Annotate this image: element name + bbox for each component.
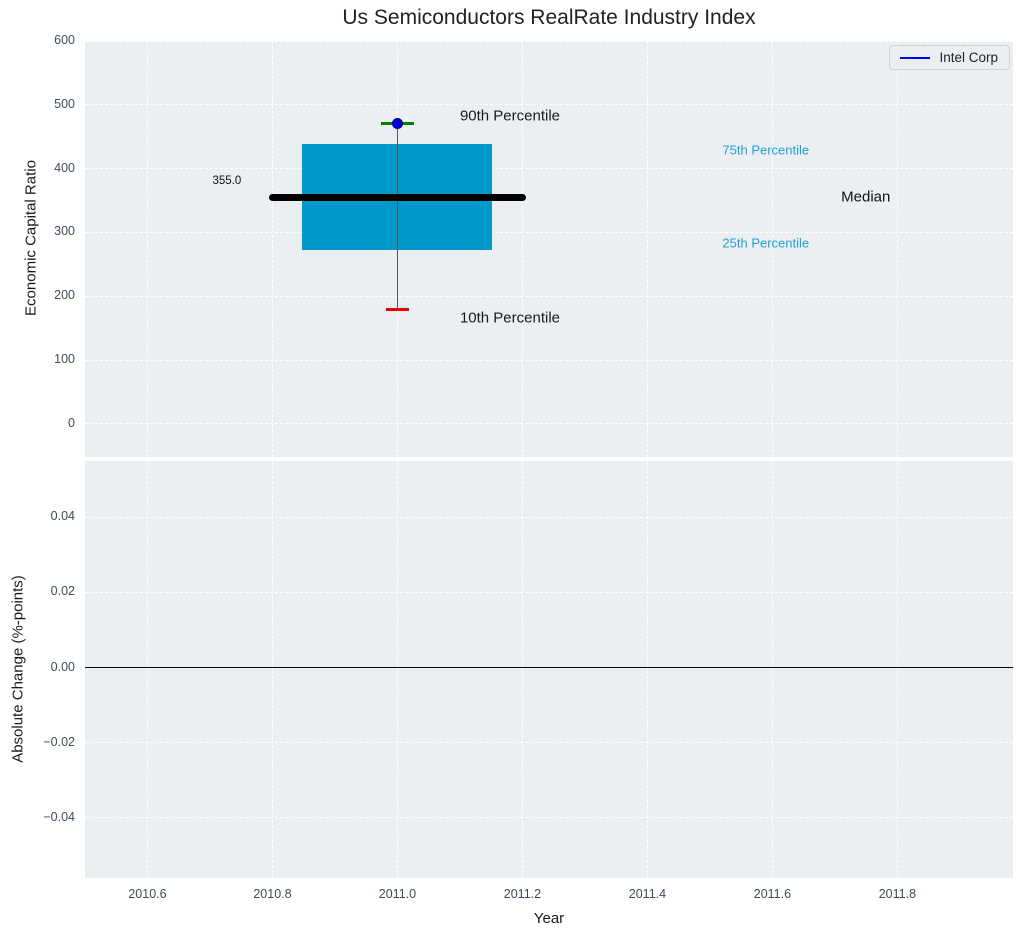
x-axis-label: Year bbox=[533, 910, 565, 927]
grid-line-vertical bbox=[271, 461, 273, 878]
y-tick-label: 400 bbox=[54, 160, 75, 175]
grid-line-vertical bbox=[771, 41, 773, 457]
annotation-10th-percentile: 10th Percentile bbox=[459, 309, 561, 327]
x-tick-label: 2011.6 bbox=[753, 887, 792, 901]
y-tick-label: −0.04 bbox=[43, 809, 75, 824]
grid-line-horizontal bbox=[85, 817, 1013, 819]
y-tick-label: 300 bbox=[54, 224, 75, 239]
y-tick-label: 600 bbox=[54, 33, 75, 47]
x-tick-label: 2011.0 bbox=[378, 887, 417, 901]
grid-line-vertical bbox=[896, 461, 898, 878]
annotation-355-0: 355.0 bbox=[212, 174, 242, 187]
grid-line-vertical bbox=[146, 461, 148, 878]
y-tick-label: 100 bbox=[54, 352, 75, 367]
x-tick-label: 2011.8 bbox=[878, 887, 917, 901]
legend-label: Intel Corp bbox=[939, 50, 998, 65]
annotation-75th-percentile: 75th Percentile bbox=[722, 142, 810, 158]
grid-line-horizontal bbox=[85, 104, 1013, 106]
intel-marker-dot bbox=[391, 118, 403, 130]
grid-line-vertical bbox=[896, 41, 898, 457]
annotation-90th-percentile: 90th Percentile bbox=[459, 107, 561, 125]
grid-line-horizontal bbox=[85, 40, 1013, 42]
grid-line-horizontal bbox=[85, 295, 1013, 297]
chart-title: Us Semiconductors RealRate Industry Inde… bbox=[342, 6, 756, 29]
grid-line-vertical bbox=[521, 41, 523, 457]
bottom-plot-area bbox=[85, 461, 1013, 878]
grid-line-vertical bbox=[396, 461, 398, 878]
y-tick-label: 0.02 bbox=[50, 584, 75, 599]
y-tick-label: 500 bbox=[54, 96, 75, 111]
median-line bbox=[269, 193, 526, 201]
y-tick-label: 0.00 bbox=[50, 659, 75, 674]
y-tick-label: 0.04 bbox=[50, 509, 75, 524]
legend-line-icon bbox=[900, 56, 931, 59]
y-tick-label: 200 bbox=[54, 288, 75, 303]
grid-line-vertical bbox=[771, 461, 773, 878]
y-tick-label: 0 bbox=[68, 415, 75, 430]
grid-line-horizontal bbox=[85, 591, 1013, 593]
grid-line-vertical bbox=[646, 461, 648, 878]
x-tick-label: 2011.4 bbox=[628, 887, 667, 901]
top-plot-area: 90th Percentile 10th Percentile 355.0 75th … bbox=[85, 40, 1013, 457]
grid-line-horizontal bbox=[85, 168, 1013, 170]
grid-line-horizontal bbox=[85, 231, 1013, 233]
x-tick-label: 2010.8 bbox=[253, 887, 292, 901]
x-tick-label: 2010.6 bbox=[128, 887, 167, 901]
whisker-line bbox=[396, 123, 399, 310]
grid-line-vertical bbox=[146, 41, 148, 457]
legend: Intel Corp bbox=[889, 45, 1010, 70]
grid-line-horizontal bbox=[85, 359, 1013, 361]
grid-line-vertical bbox=[521, 461, 523, 878]
zero-line bbox=[85, 666, 1013, 669]
x-tick-label: 2011.2 bbox=[503, 887, 542, 901]
grid-line-vertical bbox=[646, 41, 648, 457]
grid-line-vertical bbox=[271, 41, 273, 457]
grid-line-horizontal bbox=[85, 742, 1013, 744]
grid-line-horizontal bbox=[85, 423, 1013, 425]
lower-cap-10th-percentile bbox=[386, 308, 409, 312]
annotation-median: Median bbox=[841, 188, 891, 206]
y-tick-label: −0.02 bbox=[43, 734, 75, 749]
grid-line-horizontal bbox=[85, 516, 1013, 518]
annotation-25th-percentile: 25th Percentile bbox=[722, 235, 810, 251]
